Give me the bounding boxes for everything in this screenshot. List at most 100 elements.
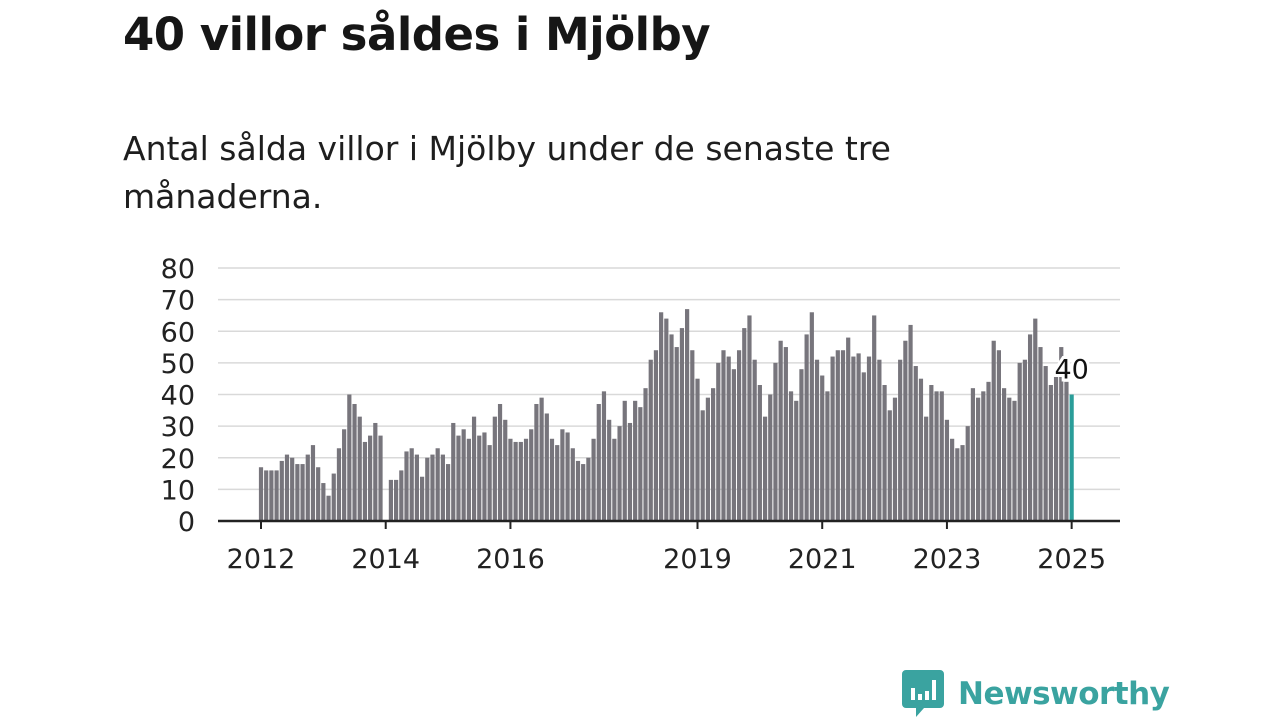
bar <box>269 470 274 521</box>
chart-title: 40 villor såldes i Mjölby <box>123 8 711 61</box>
bar <box>565 432 570 521</box>
bar <box>373 422 378 521</box>
bar <box>1038 347 1043 521</box>
bar <box>648 359 653 521</box>
bar <box>752 359 757 521</box>
bar <box>342 429 347 521</box>
bar <box>497 403 503 521</box>
bar <box>617 426 622 522</box>
bar <box>830 356 835 521</box>
bar <box>944 419 950 521</box>
bar <box>596 403 601 521</box>
bar <box>814 359 820 521</box>
y-tick-label: 20 <box>161 444 195 475</box>
bar <box>778 340 783 521</box>
bar <box>846 337 851 521</box>
bar <box>887 410 892 521</box>
y-tick-label: 40 <box>161 381 195 412</box>
bar <box>419 476 425 521</box>
bar <box>664 318 669 521</box>
bar <box>607 419 612 521</box>
bar <box>274 470 279 521</box>
bar <box>445 464 451 521</box>
newsworthy-logo-icon <box>902 670 944 717</box>
bar <box>788 391 794 521</box>
bar <box>622 400 627 521</box>
bar <box>440 454 445 521</box>
bar <box>690 350 695 521</box>
bar <box>503 419 508 521</box>
bar <box>1053 375 1059 521</box>
bar <box>736 350 742 521</box>
bar <box>326 495 331 521</box>
bar <box>560 429 565 521</box>
x-axis: 2012 2014 2016 2019 2021 2023 2025 <box>218 519 1120 575</box>
y-tick-label: 70 <box>161 286 195 317</box>
bar <box>601 391 607 521</box>
bar <box>856 353 861 521</box>
bar <box>747 315 752 521</box>
bar <box>762 416 768 521</box>
bar <box>1022 359 1027 521</box>
bar <box>518 441 523 521</box>
bar <box>1064 381 1069 521</box>
bar <box>539 397 544 521</box>
bar <box>284 454 290 521</box>
annotations: 40 <box>1051 352 1091 389</box>
bar <box>981 391 986 521</box>
bar <box>825 391 830 521</box>
y-tick-label: 30 <box>161 412 195 443</box>
bar <box>331 473 336 521</box>
bar <box>950 438 955 521</box>
bar <box>976 397 981 521</box>
bar <box>705 397 710 521</box>
bar <box>409 448 414 521</box>
newsworthy-logo[interactable]: Newsworthy <box>902 670 1170 718</box>
bar <box>279 460 284 521</box>
bar <box>892 397 898 521</box>
bar <box>399 470 404 521</box>
bar <box>581 464 586 521</box>
bar <box>1027 334 1033 521</box>
bar <box>300 464 305 521</box>
y-tick-label: 10 <box>161 475 195 506</box>
bar <box>835 350 840 521</box>
y-tick-label: 50 <box>161 349 195 380</box>
bar <box>316 467 321 521</box>
bar <box>482 432 487 521</box>
bar <box>586 457 591 521</box>
y-tick-label: 80 <box>161 254 195 285</box>
bar <box>477 435 482 521</box>
y-tick-label: 0 <box>178 507 195 538</box>
bar <box>757 385 762 521</box>
y-tick-label: 60 <box>161 317 195 348</box>
bar <box>882 385 887 521</box>
bar <box>809 312 814 521</box>
bar <box>264 470 269 521</box>
bar <box>487 445 492 521</box>
x-tick-label: 2019 <box>663 544 732 575</box>
bar <box>799 369 804 521</box>
bar <box>425 457 430 521</box>
bar <box>456 435 461 521</box>
bar <box>653 350 659 521</box>
bar <box>638 407 643 521</box>
bar <box>336 448 342 521</box>
bar <box>783 347 788 521</box>
bar <box>466 438 471 521</box>
bar <box>913 366 918 521</box>
bar <box>394 479 399 521</box>
bar <box>872 315 877 521</box>
bar <box>955 448 960 521</box>
bar <box>726 356 731 521</box>
bar <box>1017 362 1022 522</box>
bar <box>290 457 295 521</box>
bar <box>633 400 638 521</box>
bar <box>555 445 560 521</box>
bar <box>851 356 856 521</box>
bar <box>877 359 882 521</box>
bar <box>960 445 965 521</box>
bar <box>934 391 939 521</box>
bar <box>310 445 316 521</box>
bar <box>321 483 326 521</box>
